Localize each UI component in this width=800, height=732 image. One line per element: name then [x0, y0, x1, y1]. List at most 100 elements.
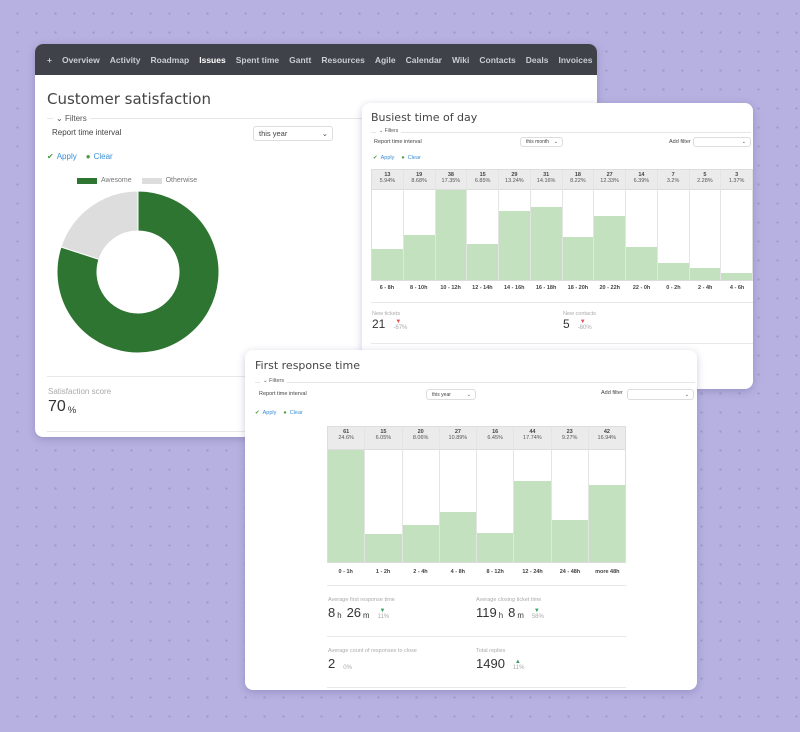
- bar-count: 27: [606, 172, 613, 178]
- filters-toggle[interactable]: ⌄ Filters: [260, 378, 288, 384]
- nav-item-overview[interactable]: Overview: [61, 54, 100, 65]
- add-filter-select[interactable]: ⌄: [693, 137, 751, 147]
- arrow-up-icon: ▲: [514, 659, 521, 665]
- bar: [499, 211, 530, 280]
- clear-link[interactable]: Clear: [93, 152, 113, 161]
- bar-column: 29 13.24%: [499, 170, 531, 280]
- bar: [435, 190, 467, 280]
- bar-percent: 10.89%: [448, 435, 468, 441]
- bar-count: 31: [543, 172, 550, 178]
- stat-new-tickets: New tickets 21 ▼ -67%: [372, 311, 407, 331]
- bar-header: 15 6.85%: [467, 170, 498, 190]
- add-filter-select[interactable]: ⌄: [627, 389, 694, 400]
- bar-count: 15: [479, 172, 486, 178]
- interval-select[interactable]: this month ⌄: [520, 137, 563, 147]
- apply-link[interactable]: Apply: [380, 155, 395, 161]
- bar-percent: 24.6%: [338, 435, 354, 441]
- bar: [588, 484, 625, 562]
- stat-value: 26: [346, 605, 362, 620]
- bar-count: 5: [703, 172, 707, 178]
- bar-label: 8 - 12h: [486, 569, 504, 575]
- bar: [365, 534, 402, 562]
- bar-label: 1 - 2h: [375, 569, 391, 575]
- interval-label: Report time interval: [374, 139, 422, 145]
- bar-column: 15 6.05%: [365, 427, 403, 562]
- bar-column: 7 3.2%: [657, 170, 690, 280]
- clear-link[interactable]: Clear: [407, 155, 421, 161]
- bar: [594, 216, 625, 280]
- first-response-bar-chart: 61 24.6% 15 6.05% 20 8.06% 27 10.89% 16 6.45% 44 17…: [327, 426, 626, 563]
- nav-item-gantt[interactable]: Gantt: [289, 54, 312, 65]
- busiest-time-card: Busiest time of day ⌄ Filters Report tim…: [362, 103, 753, 389]
- satisfaction-donut-chart: [56, 190, 220, 354]
- nav-item-deals[interactable]: Deals: [525, 54, 549, 65]
- bar: [657, 263, 689, 280]
- bar-percent: 1.37%: [728, 178, 745, 184]
- nav-item-activity[interactable]: Activity: [109, 54, 141, 65]
- bar: [626, 246, 657, 280]
- bar-count: 61: [343, 429, 350, 435]
- bar-count: 29: [511, 172, 518, 178]
- interval-label: Report time interval: [52, 128, 122, 137]
- stat-label: New contacts: [563, 311, 597, 317]
- nav-item-calendar[interactable]: Calendar: [405, 54, 442, 65]
- bar-header: 3 1.37%: [721, 170, 752, 190]
- nav-item-resources[interactable]: Resources: [321, 54, 365, 65]
- interval-select[interactable]: this year ⌄: [426, 389, 476, 400]
- interval-value: this month: [526, 139, 550, 145]
- bar: [439, 512, 476, 562]
- bar-label: 2 - 4h: [698, 285, 713, 291]
- nav-item-spent-time[interactable]: Spent time: [235, 54, 280, 65]
- check-icon: ✔: [373, 155, 378, 161]
- stat-value: 119: [476, 605, 497, 620]
- bar-column: 15 6.85%: [467, 170, 499, 280]
- bar-label: 24 - 48h: [559, 569, 581, 575]
- filters-toggle[interactable]: ⌄ Filters: [53, 114, 90, 123]
- donut-slice-awesome: [56, 190, 220, 354]
- bar-count: 14: [638, 172, 645, 178]
- add-filter-label: Add filter: [601, 390, 623, 396]
- stat-average-closing-ticket-time: Average closing ticket time 119 h 8 m ▼ 58%: [476, 597, 544, 620]
- filters-toggle[interactable]: ⌄ Filters: [376, 128, 402, 134]
- bar-percent: 8.68%: [411, 178, 427, 184]
- chevron-down-icon: ⌄: [321, 129, 328, 138]
- score-label: Satisfaction score: [48, 387, 112, 396]
- stat-change: 11%: [512, 665, 525, 671]
- bar-header: 31 14.16%: [530, 170, 562, 190]
- bar-percent: 5.94%: [379, 178, 396, 184]
- nav-item-agile[interactable]: Agile: [374, 54, 396, 65]
- bar-column: 42 16.94%: [588, 427, 625, 562]
- clear-link[interactable]: Clear: [289, 410, 303, 416]
- legend-swatch-otherwise: [141, 177, 162, 184]
- legend-swatch-awesome: [77, 177, 97, 184]
- bar-column: 23 9.27%: [551, 427, 589, 562]
- chevron-down-icon: ⌄: [741, 139, 746, 145]
- stat-label: Total replies: [476, 648, 506, 654]
- nav-item-contacts[interactable]: Contacts: [479, 54, 516, 65]
- score-unit: %: [67, 405, 77, 416]
- bar-column: 44 17.74%: [514, 427, 552, 562]
- bar-count: 23: [566, 429, 573, 435]
- bar: [551, 519, 588, 562]
- bar-percent: 16.94%: [597, 435, 617, 441]
- interval-select[interactable]: this year ⌄: [253, 126, 333, 141]
- nav-item-issues[interactable]: Issues: [199, 54, 226, 65]
- bar-header: 5 2.28%: [689, 170, 721, 190]
- nav-item-invoices[interactable]: Invoices: [558, 54, 593, 65]
- project-menu: + Overview Activity Roadmap Issues Spent time…: [35, 44, 597, 75]
- nav-item-wiki[interactable]: Wiki: [451, 54, 470, 65]
- bar-column: 19 8.68%: [403, 170, 436, 280]
- nav-add-button[interactable]: +: [47, 54, 52, 65]
- bar: [467, 244, 498, 280]
- bar-percent: 6.05%: [375, 435, 392, 441]
- bar-percent: 6.39%: [633, 178, 650, 184]
- stat-value: 8: [508, 605, 516, 620]
- nav-item-roadmap[interactable]: Roadmap: [150, 54, 190, 65]
- busiest-title: Busiest time of day: [371, 111, 478, 124]
- bar-count: 19: [416, 172, 423, 178]
- apply-link[interactable]: Apply: [56, 152, 77, 161]
- bar-column: 20 8.06%: [402, 427, 440, 562]
- apply-link[interactable]: Apply: [262, 410, 277, 416]
- bar-percent: 2.28%: [697, 178, 713, 184]
- bar-column: 3 1.37%: [721, 170, 752, 280]
